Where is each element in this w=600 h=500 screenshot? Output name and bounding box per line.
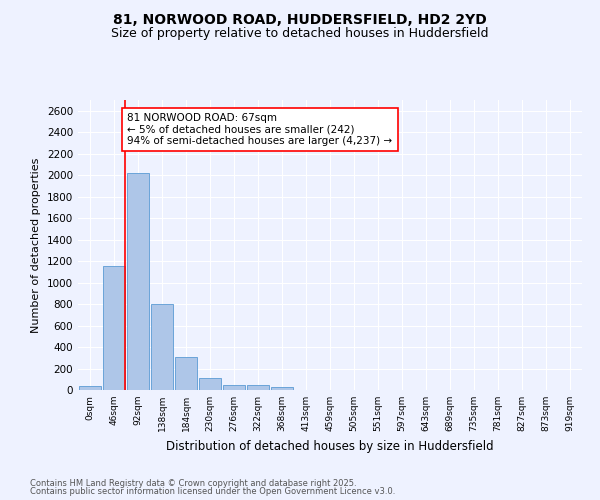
Bar <box>199 378 221 390</box>
Text: Contains HM Land Registry data © Crown copyright and database right 2025.: Contains HM Land Registry data © Crown c… <box>30 478 356 488</box>
Bar <box>151 304 173 390</box>
X-axis label: Distribution of detached houses by size in Huddersfield: Distribution of detached houses by size … <box>166 440 494 452</box>
Text: Size of property relative to detached houses in Huddersfield: Size of property relative to detached ho… <box>111 28 489 40</box>
Text: Contains public sector information licensed under the Open Government Licence v3: Contains public sector information licen… <box>30 487 395 496</box>
Bar <box>247 384 269 390</box>
Bar <box>271 387 293 390</box>
Bar <box>175 357 197 390</box>
Bar <box>103 266 125 390</box>
Bar <box>79 386 101 390</box>
Bar <box>127 173 149 390</box>
Y-axis label: Number of detached properties: Number of detached properties <box>31 158 41 332</box>
Bar <box>223 384 245 390</box>
Text: 81, NORWOOD ROAD, HUDDERSFIELD, HD2 2YD: 81, NORWOOD ROAD, HUDDERSFIELD, HD2 2YD <box>113 12 487 26</box>
Text: 81 NORWOOD ROAD: 67sqm
← 5% of detached houses are smaller (242)
94% of semi-det: 81 NORWOOD ROAD: 67sqm ← 5% of detached … <box>127 113 392 146</box>
